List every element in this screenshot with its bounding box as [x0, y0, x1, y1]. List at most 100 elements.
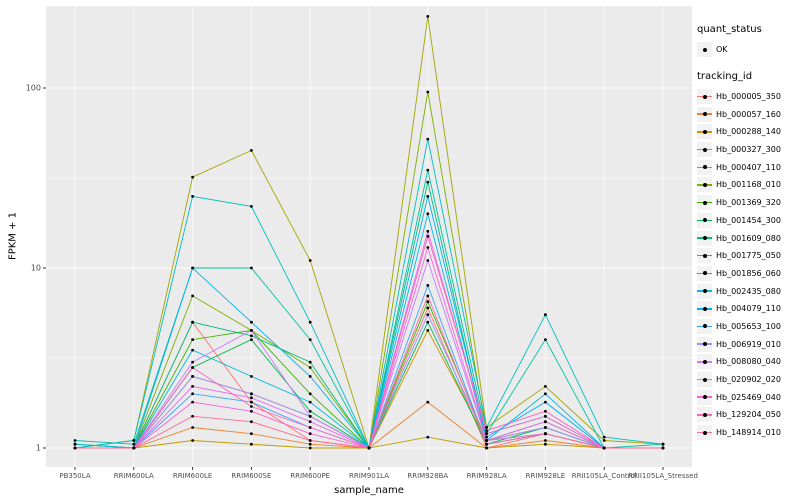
legend-entry-tracking-id: Hb_020902_020 — [697, 371, 799, 389]
legend-entry-tracking-id: Hb_006919_010 — [697, 335, 799, 353]
data-point — [250, 442, 253, 446]
data-point — [426, 229, 430, 233]
legend-entry-tracking-id: Hb_001454_300 — [697, 212, 799, 230]
legend-entry-tracking-id: Hb_000057_160 — [697, 105, 799, 123]
line-key-icon — [697, 177, 712, 193]
legend: quant_status OK tracking_id Hb_000005_35… — [697, 24, 799, 441]
data-point — [191, 426, 195, 429]
data-point — [426, 306, 430, 310]
legend-label: Hb_148914_010 — [716, 428, 781, 438]
data-point — [191, 400, 195, 404]
data-point — [250, 432, 253, 436]
data-point — [250, 338, 253, 341]
data-point — [426, 284, 430, 287]
data-point — [250, 320, 253, 324]
data-point — [250, 205, 253, 208]
data-point — [73, 442, 77, 446]
y-tick-label: 1 — [36, 444, 41, 453]
data-point — [191, 175, 195, 179]
x-tick-label: RRIM600LA — [114, 472, 154, 480]
legend-entry-tracking-id: Hb_000327_300 — [697, 141, 799, 159]
x-axis-title: sample_name — [334, 485, 404, 496]
data-point — [250, 149, 253, 152]
legend-entry-tracking-id: Hb_000288_140 — [697, 123, 799, 141]
line-key-icon — [697, 318, 712, 334]
legend-entry-tracking-id: Hb_001609_080 — [697, 229, 799, 247]
legend-label: Hb_020902_020 — [716, 375, 781, 385]
data-point — [308, 375, 312, 378]
legend-label: Hb_008080_040 — [716, 357, 781, 367]
y-tick-label: 100 — [26, 84, 41, 93]
data-point — [485, 442, 488, 446]
legend-entry-tracking-id: Hb_001775_050 — [697, 247, 799, 265]
data-point — [191, 385, 195, 388]
point-glyph — [702, 112, 707, 117]
data-point — [426, 168, 430, 172]
line-key-icon — [697, 283, 712, 299]
legend-label: Hb_000005_350 — [716, 92, 781, 102]
data-point — [250, 400, 253, 404]
x-tick-label: PB350LA — [59, 472, 90, 480]
data-point — [191, 360, 195, 364]
legend-label: Hb_000288_140 — [716, 127, 781, 137]
line-key-icon — [697, 124, 712, 140]
legend-entry-tracking-id: Hb_008080_040 — [697, 353, 799, 371]
legend-label: Hb_001168_010 — [716, 180, 781, 190]
line-key-icon — [697, 389, 712, 405]
point-glyph — [702, 306, 707, 311]
data-point — [426, 15, 430, 18]
line-key-icon — [697, 89, 712, 105]
data-point — [191, 338, 195, 341]
x-tick-label: RRII105LA_Control — [572, 472, 637, 480]
legend-label: Hb_129204_050 — [716, 410, 781, 420]
data-point — [661, 446, 665, 450]
data-point — [426, 435, 430, 439]
data-point — [426, 313, 430, 317]
data-point — [426, 180, 430, 184]
line-key-icon — [697, 301, 712, 317]
legend-title-tracking-id: tracking_id — [697, 70, 753, 82]
y-axis-title: FPKM + 1 — [7, 211, 19, 261]
data-point — [367, 446, 371, 450]
data-point — [250, 396, 253, 400]
point-glyph — [702, 271, 707, 276]
data-point — [602, 446, 606, 450]
point-glyph — [702, 289, 707, 294]
legend-entry-quant-ok: OK — [697, 41, 799, 59]
data-point — [132, 442, 136, 446]
data-point — [250, 420, 253, 424]
line-key-icon — [697, 248, 712, 264]
data-point — [485, 435, 488, 439]
legend-label: Hb_005653_100 — [716, 321, 781, 331]
legend-label: Hb_025469_040 — [716, 392, 781, 402]
point-glyph — [702, 147, 707, 152]
line-key-icon — [697, 212, 712, 228]
data-point — [544, 420, 547, 424]
point-glyph — [702, 253, 707, 258]
point-glyph — [702, 395, 707, 400]
data-point — [426, 400, 430, 404]
data-point — [544, 439, 547, 442]
data-point — [544, 409, 547, 413]
point-glyph — [702, 377, 707, 382]
data-point — [250, 334, 253, 338]
x-tick-label: RRIM600SE — [231, 472, 271, 480]
data-point — [250, 329, 253, 332]
data-point — [544, 414, 547, 418]
data-point — [602, 439, 606, 442]
data-point — [308, 446, 312, 450]
data-point — [602, 435, 606, 439]
legend-label: Hb_000407_110 — [716, 162, 781, 172]
data-point — [308, 420, 312, 424]
line-key-icon — [697, 230, 712, 246]
data-point — [308, 259, 312, 262]
data-point — [426, 246, 430, 249]
tracking-id-entries: Hb_000005_350 Hb_000057_160 Hb_000288_140 H… — [697, 88, 799, 442]
x-tick-label: RRII105LA_Stressed — [628, 472, 698, 480]
point-glyph — [702, 94, 707, 99]
data-point — [73, 439, 77, 442]
data-point — [544, 385, 547, 388]
data-point — [426, 294, 430, 298]
data-point — [191, 348, 195, 352]
